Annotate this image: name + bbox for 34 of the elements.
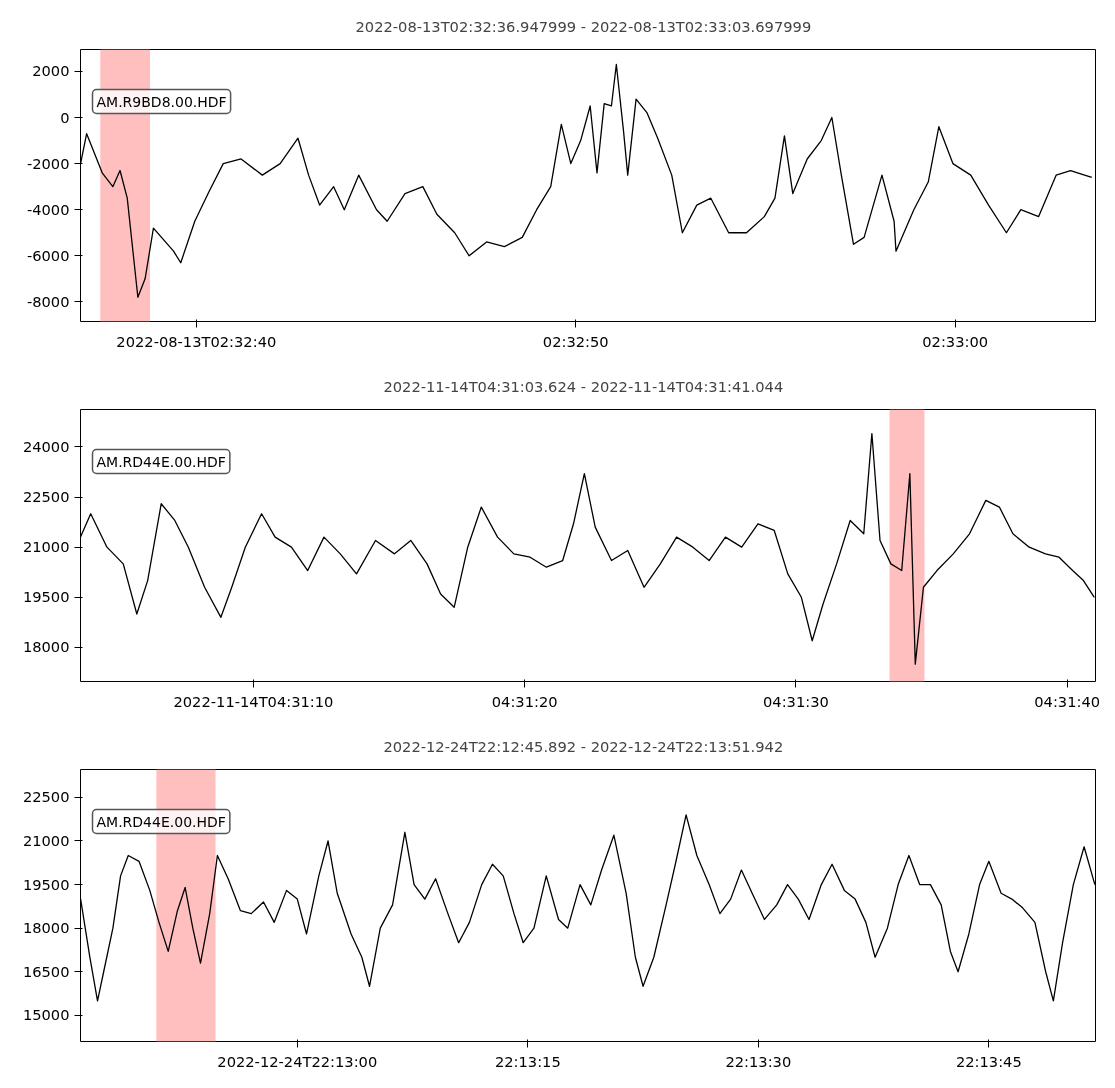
x-tick-label: 22:13:15 — [494, 1052, 561, 1070]
y-tick-label: 15000 — [22, 1006, 70, 1024]
x-tick-label: 22:13:30 — [725, 1052, 792, 1070]
y-tick-label: 22500 — [22, 788, 70, 806]
series-label: AM.R9BD8.00.HDF — [96, 93, 227, 110]
y-tick-label: 2000 — [32, 62, 70, 80]
y-tick-label: 16500 — [22, 962, 70, 980]
text: AM.RD44E.00.HDF — [96, 453, 226, 470]
y-tick-label: -8000 — [26, 292, 70, 310]
x-tick-label: 2022-12-24T22:13:00 — [217, 1052, 378, 1070]
y-tick-label: 21000 — [22, 538, 70, 556]
chart-title: 2022-12-24T22:12:45.892 - 2022-12-24T22:13:51.942 — [383, 737, 784, 755]
y-tick-label: -2000 — [26, 154, 70, 172]
y-tick-label: 24000 — [22, 437, 70, 455]
x-tick-label: 22:13:45 — [955, 1052, 1022, 1070]
x-tick-label: 02:32:50 — [542, 332, 609, 350]
chart-title: 2022-11-14T04:31:03.624 - 2022-11-14T04:31:41.044 — [383, 377, 784, 395]
y-tick-label: 18000 — [22, 919, 70, 937]
y-tick-label: 19500 — [22, 588, 70, 606]
y-tick-label: 0 — [60, 108, 70, 126]
y-tick-label: 21000 — [22, 831, 70, 849]
x-tick-label: 04:31:20 — [491, 692, 558, 710]
x-tick-label: 2022-08-13T02:32:40 — [116, 332, 277, 350]
x-tick-label: 02:33:00 — [922, 332, 989, 350]
y-tick-label: 22500 — [22, 488, 70, 506]
chart-title: 2022-08-13T02:32:36.947999 - 2022-08-13T02:33:03.697999 — [355, 17, 812, 35]
x-tick-label: 04:31:30 — [763, 692, 829, 710]
y-tick-label: 18000 — [22, 638, 70, 656]
series-label: AM.RD44E.00.HDF — [96, 813, 226, 830]
y-tick-label: -6000 — [26, 246, 70, 264]
y-tick-label: -4000 — [26, 200, 70, 218]
y-tick-label: 19500 — [22, 875, 70, 893]
x-tick-label: 04:31:40 — [1034, 692, 1101, 710]
x-tick-label: 2022-11-14T04:31:10 — [173, 692, 334, 710]
